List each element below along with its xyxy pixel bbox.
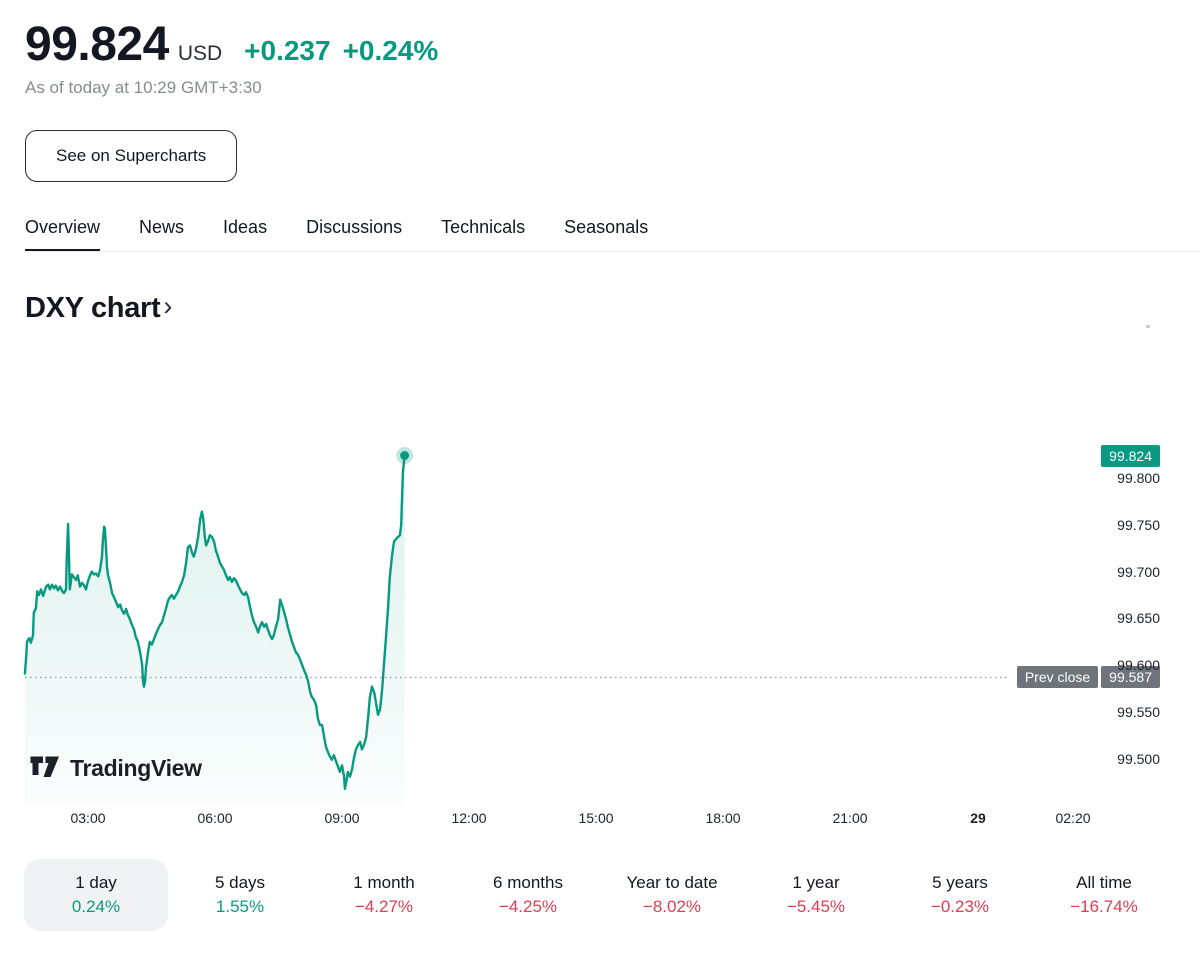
tab-news[interactable]: News [139, 216, 185, 237]
price-change-absolute: +0.237 [244, 35, 331, 66]
range-button-5-days[interactable]: 5 days 1.55% [168, 859, 312, 931]
tab-ideas[interactable]: Ideas [223, 216, 268, 237]
price-chart[interactable] [23, 432, 1165, 808]
range-change-value: −4.25% [498, 896, 558, 916]
range-label: All time [1076, 872, 1132, 892]
symbol-header: 99.824 USD +0.237 +0.24% As of today at … [0, 0, 1200, 182]
time-axis-label-09:00: 09:00 [324, 809, 360, 826]
range-label: 5 days [214, 872, 266, 892]
chevron-right-icon: › [163, 290, 173, 321]
range-button-6-months[interactable]: 6 months −4.25% [456, 859, 600, 931]
tab-bar-divider [25, 250, 1200, 252]
currency-label: USD [177, 42, 223, 65]
price-change-percent: +0.24% [342, 35, 439, 66]
last-price: 99.824 [25, 18, 169, 71]
price-line [23, 454, 406, 790]
range-label: 1 month [353, 872, 415, 892]
range-change-value: −5.45% [786, 896, 846, 916]
time-axis-label-29: 29 [970, 809, 986, 826]
chart-section: DXY chart › 99.824 Prev close [0, 252, 1200, 858]
time-axis-label-18:00: 18:00 [705, 809, 741, 826]
range-change-value: −4.27% [354, 896, 414, 916]
chart-section-title-link[interactable]: DXY chart › [25, 290, 173, 325]
range-button-all-time[interactable]: All time −16.74% [1032, 859, 1176, 931]
tab-discussions[interactable]: Discussions [306, 216, 403, 237]
range-label: 6 months [493, 872, 563, 892]
range-label: 1 year [792, 872, 840, 892]
range-change-value: 0.24% [71, 896, 121, 916]
tab-technicals[interactable]: Technicals [441, 216, 526, 237]
range-label: 5 years [932, 872, 988, 892]
chart-title-text: DXY chart [25, 291, 161, 324]
range-button-1-day[interactable]: 1 day 0.24% [24, 858, 168, 931]
area-fill [24, 455, 405, 803]
tradingview-logo-icon [30, 756, 59, 777]
time-axis-label-21:00: 21:00 [832, 809, 868, 826]
price-row: 99.824 USD +0.237 +0.24% [25, 18, 1200, 72]
tradingview-logo-text: TradingView [70, 754, 202, 781]
ui-speck [1146, 324, 1150, 328]
tab-seasonals[interactable]: Seasonals [564, 216, 649, 237]
tab-bar: Overview News Ideas Discussions Technicals Se… [0, 216, 1200, 252]
tradingview-watermark: TradingView [30, 755, 202, 782]
time-axis-label-15:00: 15:00 [578, 809, 614, 826]
price-chart-svg[interactable] [23, 432, 1165, 808]
range-button-1-year[interactable]: 1 year −5.45% [744, 859, 888, 931]
see-on-supercharts-button[interactable]: See on Supercharts [25, 129, 238, 182]
range-change-value: −0.23% [930, 896, 990, 916]
range-button-1-month[interactable]: 1 month −4.27% [312, 859, 456, 931]
range-change-value: −16.74% [1070, 896, 1138, 916]
range-label: 1 day [75, 872, 117, 892]
range-button-5-years[interactable]: 5 years −0.23% [888, 859, 1032, 931]
tab-overview[interactable]: Overview [25, 216, 101, 252]
time-axis-label-06:00: 06:00 [197, 809, 233, 826]
last-point-dot [400, 450, 410, 460]
range-change-value: 1.55% [215, 896, 265, 916]
as-of-timestamp: As of today at 10:29 GMT+3:30 [25, 77, 262, 97]
range-button-year-to-date[interactable]: Year to date −8.02% [600, 859, 744, 931]
time-axis-label-03:00: 03:00 [70, 809, 106, 826]
time-axis-label-02:20: 02:20 [1055, 809, 1091, 826]
range-change-value: −8.02% [642, 896, 702, 916]
range-label: Year to date [626, 872, 718, 892]
time-axis: 03:00 06:00 09:00 12:00 15:00 18:00 21:00 29 02:… [25, 810, 1165, 830]
date-range-bar: 1 day 0.24% 5 days 1.55% 1 month −4.27% 6 mont… [0, 858, 1200, 931]
time-axis-label-12:00: 12:00 [451, 809, 487, 826]
